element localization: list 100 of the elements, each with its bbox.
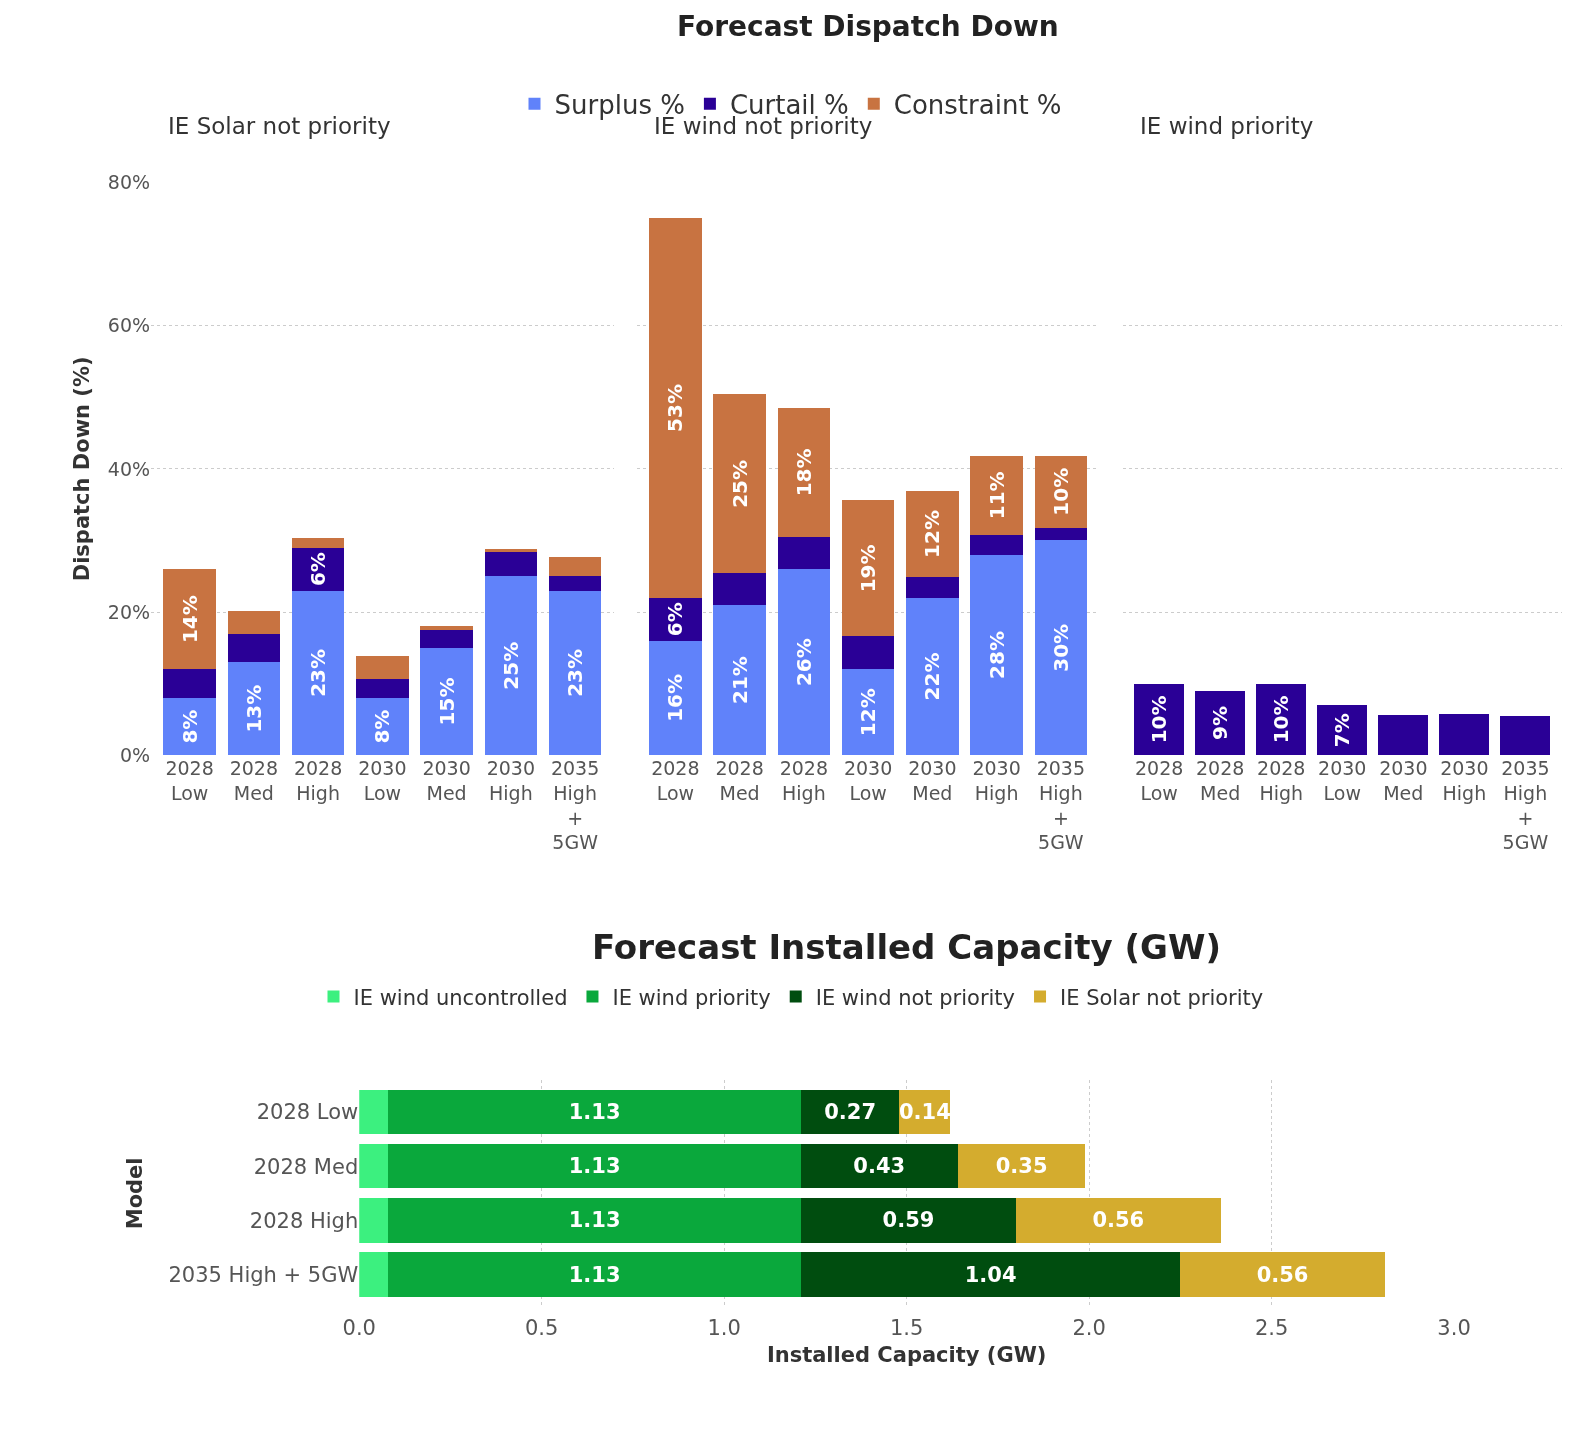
legend-label: IE wind priority — [612, 985, 771, 1010]
bar — [841, 636, 895, 670]
data-label: 12% — [856, 688, 881, 737]
bar — [291, 538, 345, 548]
bar — [359, 1089, 389, 1135]
bar — [227, 633, 281, 663]
data-label: 13% — [241, 684, 266, 733]
y-axis-title: Model — [122, 1157, 147, 1230]
bar — [291, 590, 345, 756]
data-label: 11% — [984, 471, 1009, 520]
bar — [163, 697, 216, 756]
bar — [970, 534, 1023, 555]
bar — [359, 1252, 389, 1297]
data-label: 14% — [177, 595, 202, 644]
bar — [1317, 705, 1368, 756]
legend-label: IE wind uncontrolled — [353, 985, 568, 1010]
data-label: 30% — [1048, 623, 1073, 672]
data-label: 10% — [1048, 467, 1073, 516]
data-label: 10% — [1269, 695, 1294, 744]
x-tick-label: 2028 Med — [1196, 757, 1245, 804]
data-label: 25% — [727, 459, 752, 508]
x-tick-label: 2028 Med — [715, 757, 764, 804]
bar — [359, 1198, 389, 1243]
legend-label: Constraint % — [893, 89, 1062, 120]
data-label: 9% — [1208, 706, 1233, 740]
data-label: 53% — [663, 384, 688, 432]
bar — [388, 1198, 801, 1243]
y-tick-label: 2028 Med — [253, 1154, 359, 1179]
bar — [388, 1144, 801, 1189]
chart-subtitle: IE Solar not priority — [168, 113, 391, 139]
bar — [484, 549, 538, 552]
x-tick-label: 0.0 — [342, 1316, 376, 1341]
data-label: 10% — [1147, 695, 1172, 744]
bar — [1500, 715, 1551, 756]
y-axis-title: Dispatch Down (%) — [69, 356, 94, 582]
x-tick-label: 2035 High + 5GW — [1501, 757, 1550, 854]
bar — [713, 394, 766, 574]
bar — [800, 1198, 1017, 1243]
bar — [649, 640, 702, 756]
data-label: 8% — [177, 709, 202, 744]
data-label: 6% — [306, 552, 331, 587]
legend-label: IE Solar not priority — [1060, 985, 1264, 1010]
data-label: 15% — [434, 677, 459, 726]
data-label: 12% — [920, 510, 945, 558]
x-tick-label: 2028 High — [1257, 757, 1306, 804]
bar — [548, 590, 602, 756]
data-label: 8% — [370, 709, 395, 744]
bar — [1180, 1252, 1385, 1297]
chart-subtitle: IE wind priority — [1140, 113, 1314, 139]
bar — [777, 536, 831, 570]
bar — [906, 491, 959, 577]
bar — [957, 1144, 1086, 1189]
data-label: 0.56 — [1256, 1262, 1309, 1287]
bar — [906, 576, 959, 598]
x-tick-label: 2.5 — [1254, 1316, 1289, 1341]
bar — [420, 629, 473, 648]
x-tick-label: 2030 Low — [843, 757, 893, 804]
bar — [163, 669, 216, 698]
data-label: 1.13 — [568, 1154, 621, 1179]
bar — [356, 655, 409, 680]
y-tick-label: 60% — [107, 314, 151, 337]
data-label: 0.14 — [898, 1100, 951, 1125]
legend-label: IE wind not priority — [815, 985, 1016, 1010]
x-tick-label: 2030 High — [1440, 757, 1489, 804]
bar — [420, 625, 473, 630]
bar — [484, 576, 538, 756]
bar — [420, 647, 473, 756]
bar — [548, 576, 602, 591]
data-label: 23% — [563, 648, 588, 697]
bar — [227, 610, 281, 634]
bar — [906, 597, 959, 756]
bar — [1016, 1198, 1221, 1243]
bar — [1034, 540, 1088, 756]
x-tick-label: 2028 Low — [1134, 757, 1184, 804]
y-tick-label: 2028 Low — [256, 1100, 359, 1125]
data-label: 28% — [984, 631, 1009, 679]
x-tick-label: 2030 Low — [1318, 757, 1367, 804]
bar — [970, 554, 1023, 756]
bar — [800, 1252, 1181, 1297]
y-tick-label: 80% — [107, 171, 151, 194]
y-tick-label: 20% — [107, 600, 151, 623]
x-tick-label: 2030 Med — [908, 757, 957, 804]
x-tick-label: 2030 Low — [358, 757, 407, 804]
x-tick-label: 3.0 — [1437, 1316, 1471, 1341]
data-label: 18% — [791, 448, 816, 497]
y-tick-label: 40% — [107, 457, 151, 480]
bar — [713, 573, 766, 605]
x-tick-label: 2035 High + 5GW — [550, 757, 600, 854]
data-label: 1.13 — [568, 1262, 621, 1287]
data-label: 21% — [727, 656, 752, 704]
bar — [1439, 713, 1490, 756]
bar — [356, 679, 409, 698]
x-tick-label: 0.5 — [525, 1316, 559, 1341]
x-tick-label: 2030 High — [972, 757, 1021, 804]
chart-title: Forecast Dispatch Down — [677, 10, 1059, 43]
x-axis-title: Installed Capacity (GW) — [766, 1343, 1047, 1368]
data-label: 0.59 — [882, 1208, 935, 1233]
data-label: 22% — [920, 652, 945, 701]
bar — [388, 1089, 801, 1135]
data-label: 16% — [663, 673, 688, 722]
